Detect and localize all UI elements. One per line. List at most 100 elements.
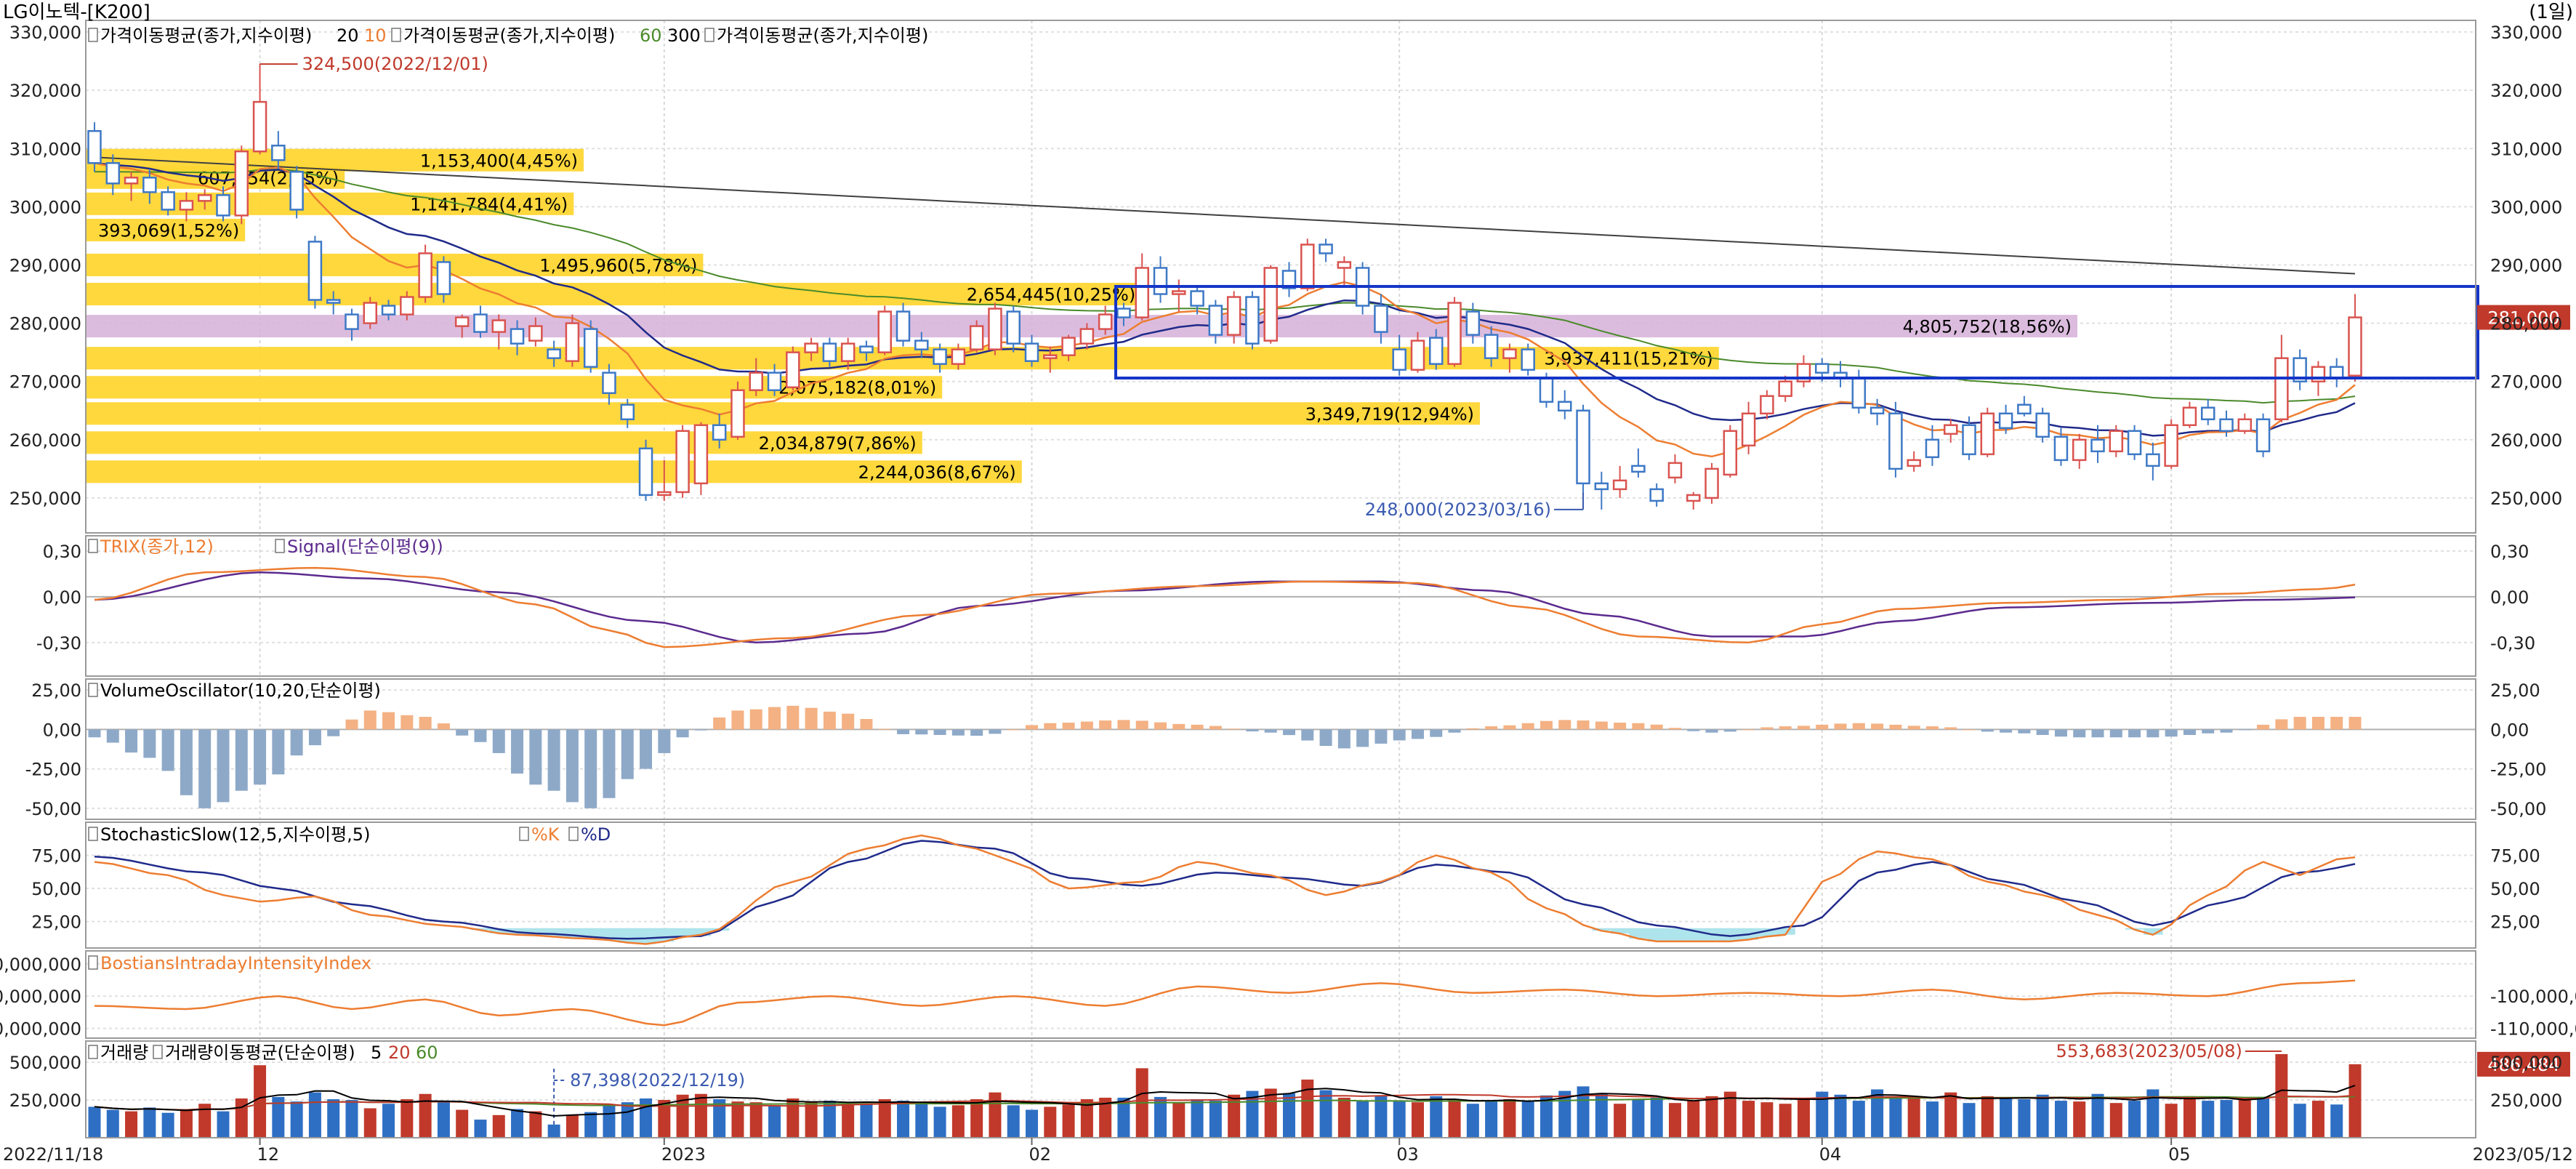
volume-bar	[1760, 1102, 1774, 1138]
candle-body	[859, 345, 874, 353]
osc-bar	[198, 729, 212, 808]
osc-bar	[419, 717, 432, 730]
osc-bar	[1723, 729, 1736, 732]
candle-body	[1962, 424, 1976, 456]
candle-body	[1907, 459, 1921, 467]
osc-bar	[694, 729, 707, 731]
volume-bar	[456, 1109, 469, 1138]
legend-item: 거래량	[100, 1043, 148, 1063]
osc-tick-left: 0,00	[43, 720, 81, 740]
candle-body	[2017, 403, 2032, 415]
price-tick-left: 250,000	[9, 489, 81, 509]
osc-bar	[1228, 728, 1241, 730]
legend-item: 20	[337, 25, 359, 46]
volume-profile-bar	[86, 460, 1022, 483]
osc-bar	[1154, 722, 1167, 730]
legend-check-icon	[88, 683, 98, 697]
volume-bar	[603, 1106, 616, 1138]
legend-item: %D	[581, 824, 611, 845]
osc-bar	[161, 729, 174, 771]
candle-body	[528, 325, 543, 342]
volume-bar	[2220, 1100, 2233, 1138]
volume-bar	[1889, 1098, 1902, 1138]
candle-body	[1263, 267, 1278, 342]
candle-body	[583, 328, 598, 368]
candle-body	[1447, 302, 1462, 365]
candle-body	[1704, 467, 1719, 499]
osc-bar	[676, 729, 689, 738]
candle-body	[1686, 494, 1701, 502]
osc-bar	[1264, 729, 1277, 733]
volume-bar	[2238, 1099, 2251, 1138]
candle-body	[730, 389, 745, 438]
volume-bar	[1723, 1091, 1736, 1138]
volume-bar	[1963, 1103, 1976, 1138]
volume-bar	[1632, 1099, 1645, 1138]
candle-body	[804, 342, 818, 353]
candle-body	[142, 177, 157, 193]
legend-check-icon	[88, 1045, 98, 1059]
osc-tick-right: -50,00	[2490, 799, 2546, 819]
candle-body	[969, 325, 984, 350]
candle-body	[602, 371, 616, 394]
osc-bar	[1981, 729, 1994, 732]
candle-body	[1043, 354, 1058, 359]
stoch-d-line	[94, 840, 2356, 940]
candle-body	[1098, 313, 1113, 330]
ma-10-line	[94, 162, 2356, 458]
candlesticks[interactable]	[87, 64, 2362, 510]
volume-bar	[1650, 1097, 1663, 1138]
volume-bar	[1797, 1097, 1810, 1138]
legend-check-icon	[275, 539, 285, 553]
volume-bar	[2202, 1101, 2215, 1138]
candle-body	[1374, 305, 1388, 333]
volume-bar	[1705, 1096, 1718, 1138]
volume-bar	[125, 1111, 138, 1138]
candle-body	[1392, 348, 1406, 371]
candle-body	[2053, 435, 2069, 462]
legend-item: 20	[388, 1043, 411, 1063]
osc-bar	[1595, 721, 1608, 730]
osc-bar	[1779, 726, 1792, 730]
volume-bar	[1981, 1096, 1994, 1138]
osc-bar	[1044, 723, 1057, 730]
candle-body	[2274, 357, 2289, 421]
volume-bar	[363, 1108, 377, 1138]
candle-body	[1465, 310, 1481, 336]
candle-body	[1300, 244, 1315, 289]
candle-body	[1667, 462, 1683, 479]
candle-body	[1925, 438, 1940, 459]
volume-bar	[786, 1098, 800, 1138]
osc-bar	[1834, 723, 1847, 730]
osc-bar	[143, 729, 156, 758]
candle-body	[657, 491, 672, 497]
candle-body	[749, 371, 763, 391]
volume-profile-label: 2,075,182(8,01%)	[778, 378, 936, 398]
stoch-tick-left: 50,00	[31, 879, 81, 899]
osc-bar	[768, 707, 781, 730]
candle-body	[933, 348, 947, 365]
indicator-panels[interactable]	[88, 566, 2362, 1138]
legend-check-icon	[391, 28, 401, 42]
price-tick-right: 320,000	[2490, 81, 2562, 101]
volume-profile-bar	[86, 253, 704, 276]
osc-bar	[658, 729, 671, 753]
price-tick-right: 310,000	[2490, 139, 2562, 159]
volume-bar	[1191, 1099, 1204, 1138]
osc-bar	[897, 729, 910, 734]
volume-bar	[2183, 1096, 2196, 1138]
candle-body	[1502, 348, 1517, 359]
osc-bar	[382, 712, 395, 730]
osc-bar	[1374, 729, 1388, 744]
legend-check-icon	[88, 955, 98, 970]
consolidation-box	[1114, 285, 2479, 379]
osc-bar	[254, 729, 267, 785]
stoch-oversold-fill	[1629, 928, 1649, 939]
osc-bar	[327, 729, 340, 736]
panel-frame-stoch	[85, 821, 2476, 949]
candle-body	[87, 129, 102, 164]
volume-bar	[272, 1096, 285, 1138]
x-axis-label: 04	[1819, 1144, 1842, 1165]
